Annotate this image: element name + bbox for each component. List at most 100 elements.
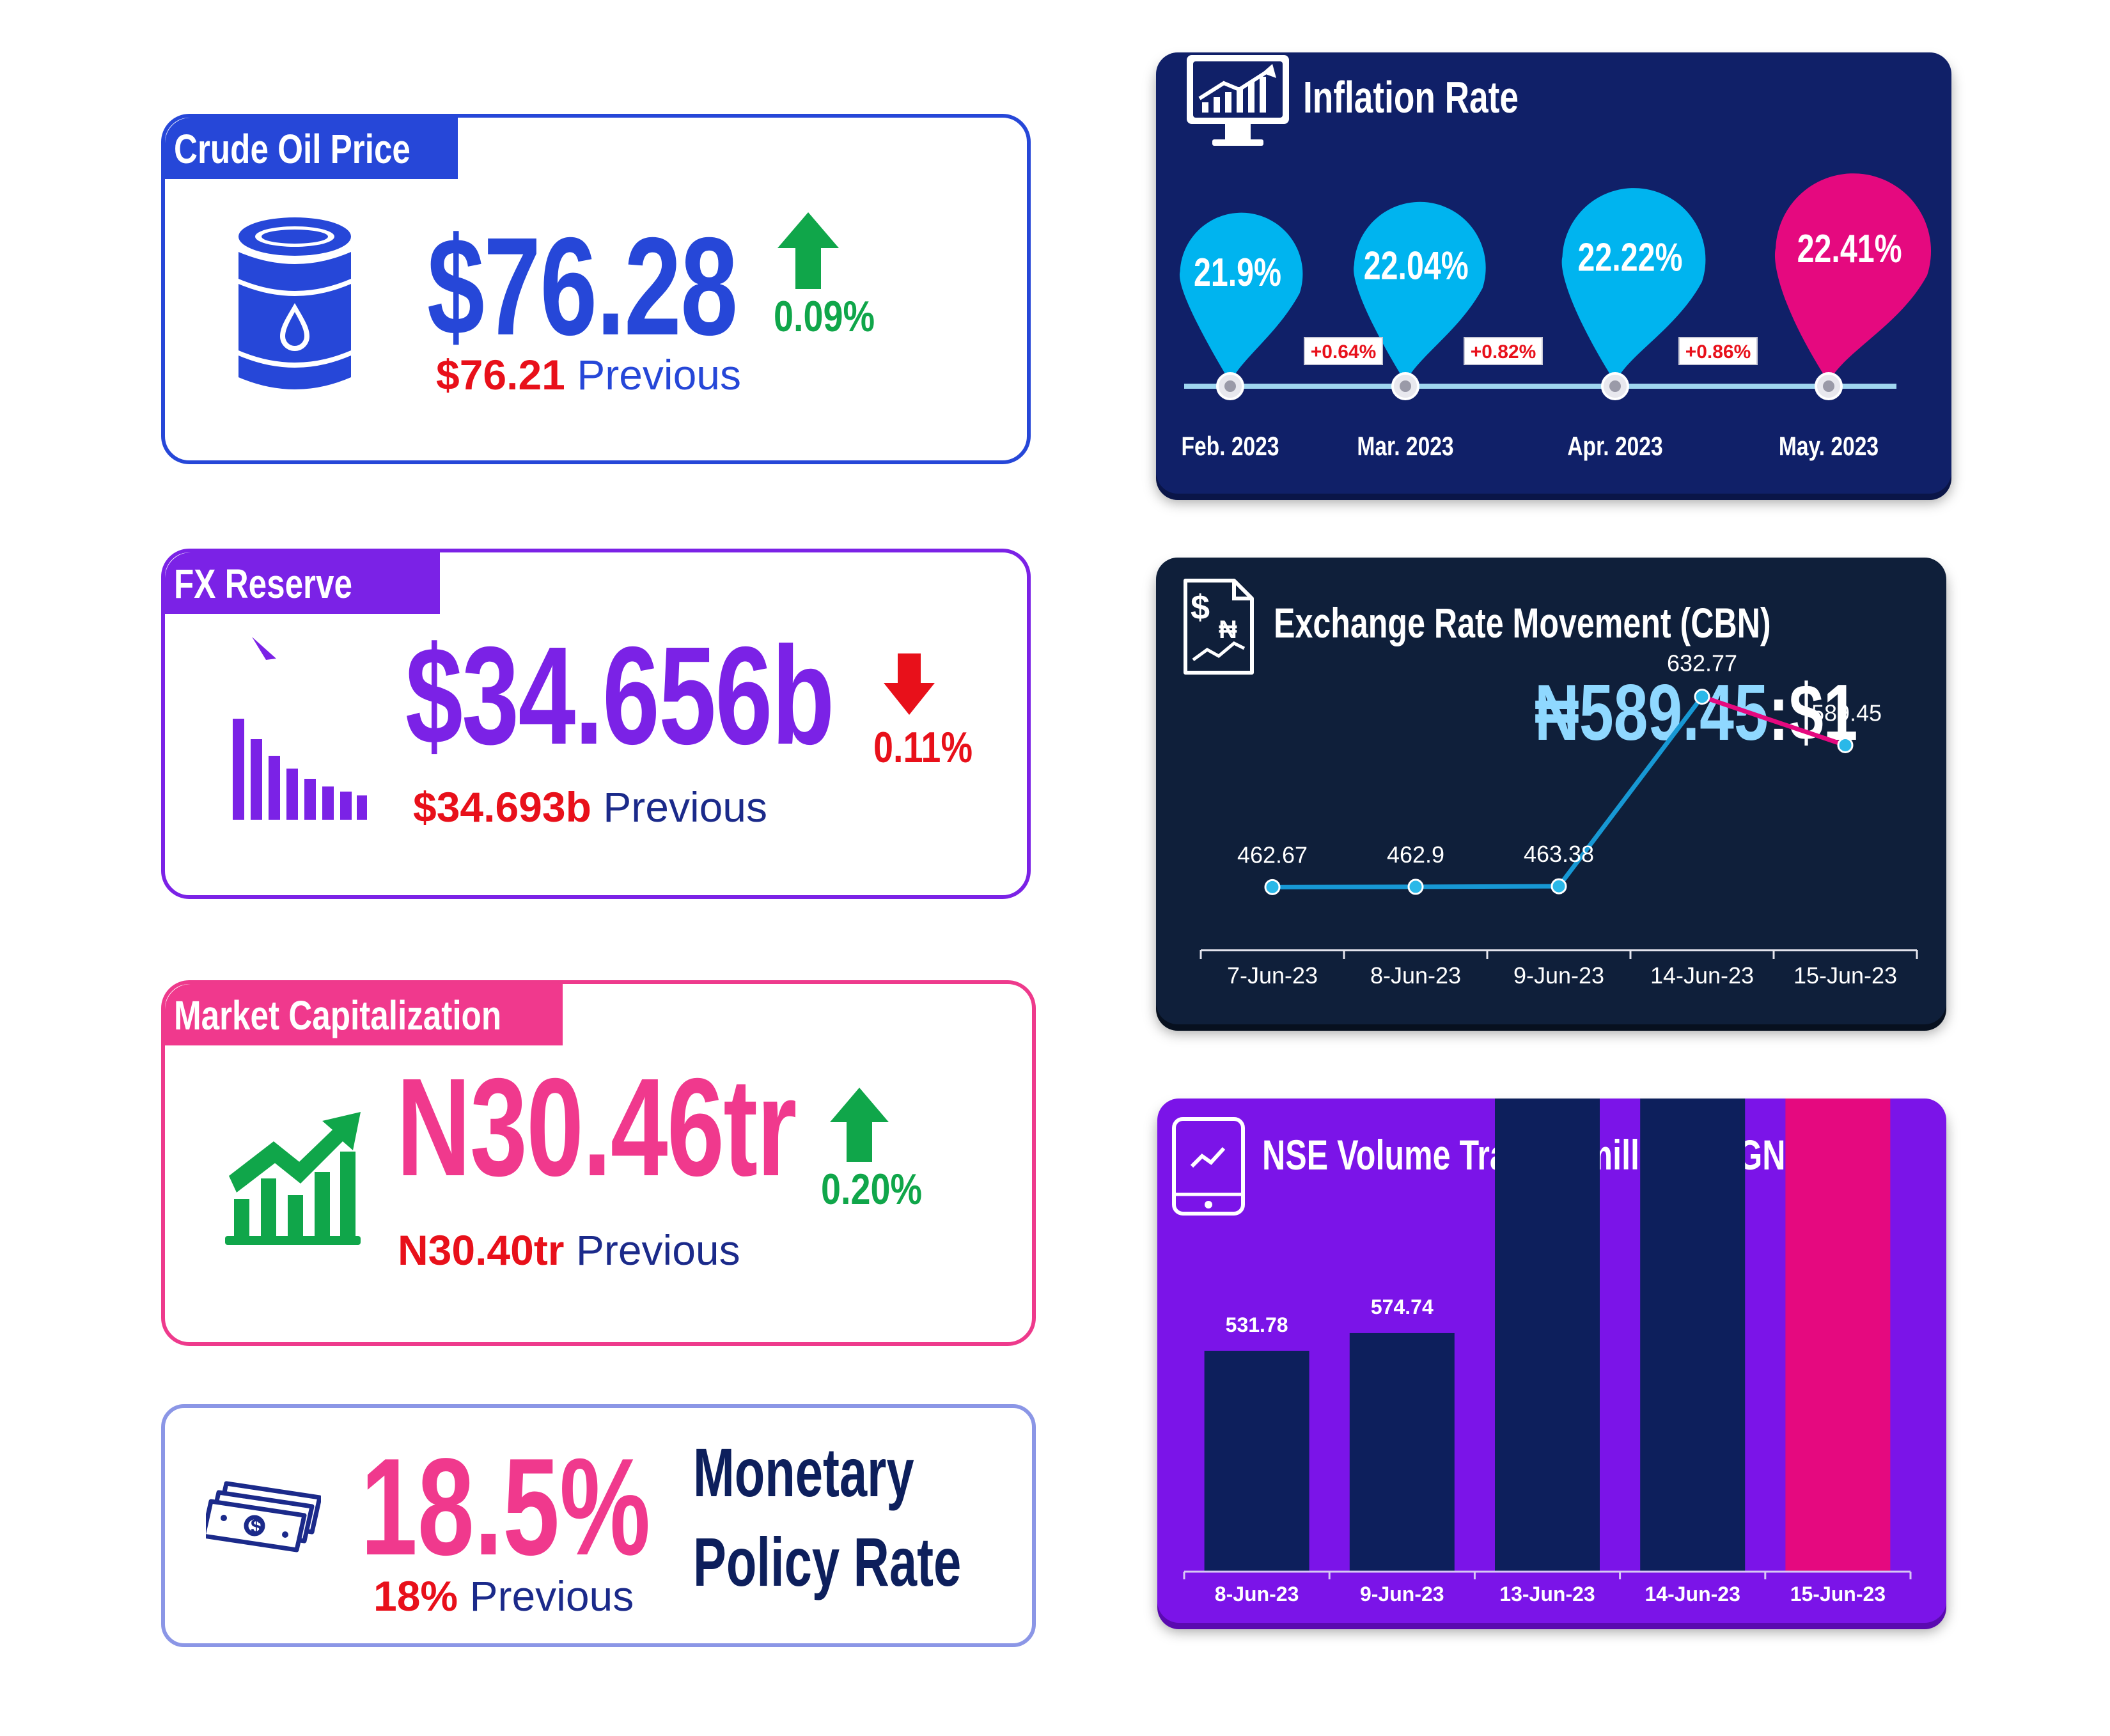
- mpr-label-line2: Policy Rate: [693, 1523, 962, 1600]
- inflation-month-label: Mar. 2023: [1357, 432, 1453, 462]
- nse-volume-bar: [1349, 1333, 1455, 1572]
- exchange-rate-value-label: 463.38: [1524, 841, 1594, 867]
- timeline-node-center: [1400, 380, 1411, 392]
- market-cap-value: N30.46tr: [396, 1050, 797, 1205]
- inflation-month-label: Apr. 2023: [1567, 432, 1662, 462]
- crude-oil-card: Crude Oil Price $76.28 0.09% $76.21 Prev…: [161, 114, 1031, 464]
- exchange-rate-value-label: 462.9: [1387, 841, 1444, 868]
- timeline-node-center: [1224, 380, 1236, 392]
- inflation-change-badge: [1678, 337, 1758, 365]
- crude-oil-previous-label: Previous: [577, 351, 741, 398]
- market-cap-previous: N30.40tr Previous: [398, 1226, 740, 1274]
- exchange-rate-headline-value: ₦589.45: [1535, 669, 1769, 757]
- inflation-rate-title: Inflation Rate: [1303, 72, 1519, 122]
- fx-reserve-title: FX Reserve: [174, 561, 352, 607]
- exchange-rate-date-label: 14-Jun-23: [1650, 962, 1754, 989]
- inflation-month-label: May. 2023: [1779, 432, 1879, 462]
- exchange-rate-point: [1694, 689, 1710, 705]
- fx-reserve-previous-value: $34.693b: [413, 783, 591, 831]
- inflation-month-label: Feb. 2023: [1181, 432, 1279, 462]
- declining-bars-arrow-icon: [233, 637, 367, 820]
- nse-volume-date-label: 8-Jun-23: [1215, 1583, 1299, 1606]
- market-cap-change: 0.20%: [821, 1165, 923, 1214]
- nse-volume-bar: [1204, 1350, 1309, 1572]
- inflation-drop-marker: [1561, 188, 1706, 382]
- fx-reserve-previous-label: Previous: [603, 783, 768, 831]
- fx-reserve-tag: FX Reserve: [165, 552, 440, 614]
- mpr-previous: 18% Previous: [373, 1572, 634, 1620]
- crude-oil-title: Crude Oil Price: [174, 126, 410, 172]
- market-cap-title: Market Capitalization: [174, 992, 502, 1038]
- exchange-rate-title: Exchange Rate Movement (CBN): [1274, 599, 1771, 646]
- inflation-drop-marker: [1179, 212, 1303, 382]
- svg-text:₦: ₦: [1219, 616, 1237, 644]
- arrow-down-icon: [884, 653, 935, 715]
- exchange-rate-point: [1407, 879, 1424, 895]
- exchange-rate-value-label: 462.67: [1237, 841, 1308, 868]
- money-stack-icon: $: [206, 1481, 321, 1552]
- exchange-rate-date-label: 7-Jun-23: [1227, 962, 1318, 989]
- fx-reserve-card: FX Reserve $34.656b 0.11% $34.693b Previ…: [161, 549, 1031, 899]
- inflation-value-label: 22.41%: [1797, 226, 1902, 270]
- crude-oil-previous-value: $76.21: [436, 351, 565, 398]
- inflation-value-label: 21.9%: [1194, 250, 1281, 294]
- nse-volume-date-label: 14-Jun-23: [1645, 1583, 1740, 1606]
- mpr-previous-value: 18%: [373, 1572, 458, 1620]
- inflation-rate-panel: Inflation Rate 21.9% Feb. 2023 22.04% Mar. …: [1156, 52, 1951, 494]
- timeline-node-center: [1823, 380, 1834, 392]
- exchange-rate-line-chart: 462.67 7-Jun-23 462.9 8-Jun-23 463.38 9-Jun-2…: [1200, 650, 1918, 989]
- tablet-chart-icon: [1172, 1117, 1245, 1216]
- inflation-timeline: 21.9% Feb. 2023 22.04% Mar. 2023 22.22% Apr. …: [1179, 173, 1932, 462]
- nse-volume-date-label: 9-Jun-23: [1360, 1583, 1444, 1606]
- exchange-rate-date-label: 9-Jun-23: [1513, 962, 1604, 989]
- exchange-rate-point: [1837, 737, 1854, 753]
- inflation-change-badge: [1304, 337, 1383, 365]
- market-cap-previous-value: N30.40tr: [398, 1226, 565, 1274]
- inflation-drop-marker: [1354, 201, 1486, 382]
- growth-bars-icon: [225, 1112, 361, 1245]
- inflation-change-label: +0.82%: [1471, 341, 1536, 363]
- nse-volume-date-label: 13-Jun-23: [1499, 1583, 1595, 1606]
- inflation-change-badge: [1464, 337, 1543, 365]
- exchange-rate-date-label: 8-Jun-23: [1370, 962, 1461, 989]
- fx-reserve-value: $34.656b: [405, 618, 834, 774]
- nse-volume-bar: [1785, 1099, 1891, 1572]
- exchange-rate-line-segment: [1557, 695, 1704, 888]
- currency-document-icon: $ ₦: [1184, 579, 1254, 675]
- timeline-node-center: [1609, 380, 1621, 392]
- exchange-rate-point: [1551, 878, 1567, 895]
- svg-text:$: $: [1191, 588, 1210, 627]
- arrow-up-icon: [830, 1088, 889, 1162]
- exchange-rate-panel: $ ₦ Exchange Rate Movement (CBN) ₦589.45…: [1156, 558, 1946, 1024]
- exchange-rate-line-segment: [1701, 694, 1847, 747]
- nse-volume-bar: [1495, 1099, 1600, 1572]
- crude-oil-change: 0.09%: [774, 292, 875, 341]
- inflation-value-label: 22.04%: [1364, 244, 1469, 288]
- mpr-label-line1: Monetary: [693, 1434, 914, 1511]
- arrow-up-icon: [778, 212, 839, 289]
- svg-text:$: $: [251, 1515, 262, 1538]
- fx-reserve-change: 0.11%: [873, 723, 973, 772]
- inflation-drop-marker: [1774, 173, 1932, 382]
- market-cap-previous-label: Previous: [575, 1226, 740, 1274]
- mpr-previous-label: Previous: [469, 1572, 634, 1620]
- exchange-rate-point: [1264, 879, 1281, 895]
- nse-volume-panel: NSE Volume Traded (millions NGN) 531.788…: [1157, 1099, 1946, 1623]
- nse-volume-bar-chart: 531.788-Jun-23574.749-Jun-231186.4913-Ju…: [1183, 1099, 1912, 1606]
- oil-barrel-icon: [238, 217, 351, 389]
- mpr-value: 18.5%: [361, 1429, 651, 1584]
- market-cap-tag: Market Capitalization: [165, 984, 563, 1045]
- crude-oil-tag: Crude Oil Price: [165, 118, 458, 179]
- mpr-card: $ 18.5% 18% Previous Monetary Policy Rat…: [161, 1404, 1036, 1647]
- exchange-rate-date-label: 15-Jun-23: [1794, 962, 1897, 989]
- monitor-chart-icon: [1187, 55, 1289, 146]
- nse-volume-bar: [1640, 1099, 1746, 1572]
- fx-reserve-previous: $34.693b Previous: [413, 783, 767, 831]
- exchange-rate-value-label: 632.77: [1667, 650, 1737, 676]
- nse-volume-date-label: 15-Jun-23: [1790, 1583, 1886, 1606]
- inflation-change-label: +0.64%: [1311, 341, 1377, 363]
- exchange-rate-line-segment: [1415, 884, 1559, 889]
- nse-volume-value-label: 574.74: [1371, 1295, 1434, 1318]
- market-cap-card: Market Capitalization N30.46tr 0.20% N30…: [161, 980, 1036, 1346]
- inflation-change-label: +0.86%: [1685, 341, 1751, 363]
